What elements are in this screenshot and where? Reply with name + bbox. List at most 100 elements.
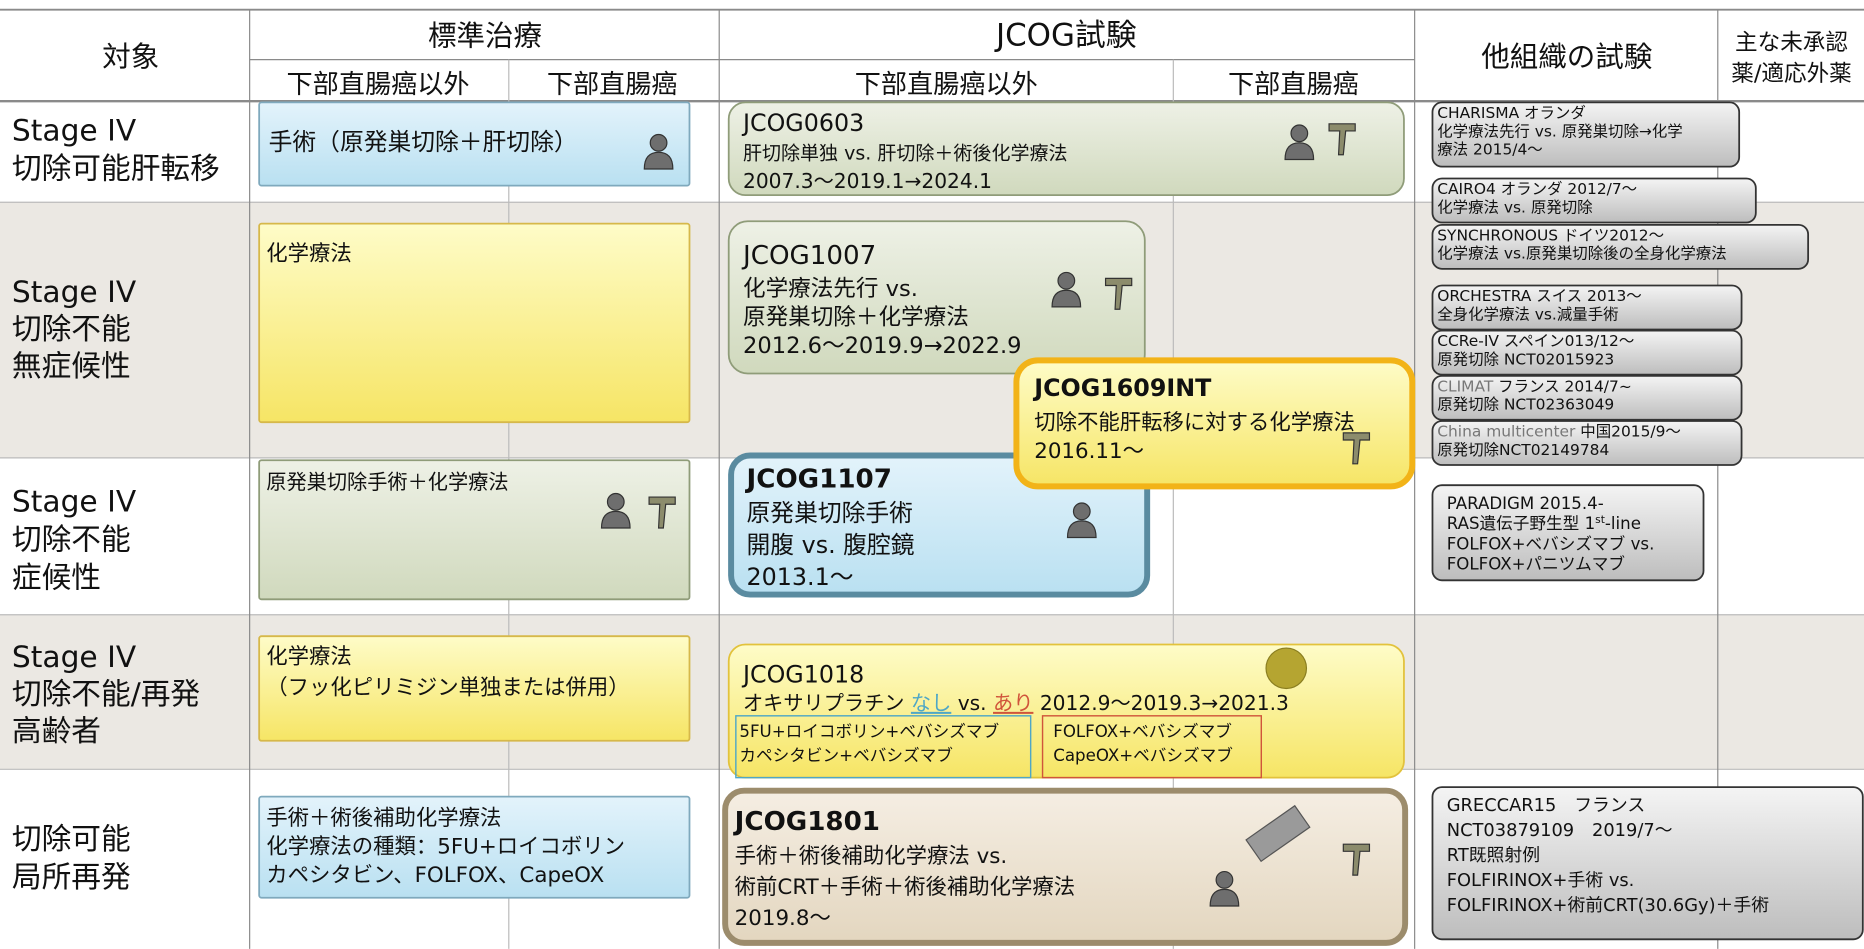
label: 療法 2015/4〜 bbox=[1437, 141, 1543, 159]
label: 原発巣切除手術＋化学療法 bbox=[266, 470, 508, 494]
icon-part bbox=[1209, 888, 1240, 907]
label: 手術＋術後補助化学療法 bbox=[266, 806, 501, 831]
standard-box bbox=[258, 459, 691, 601]
label: Stage IV bbox=[12, 113, 137, 148]
label: CAIRO4 オランダ 2012/7〜 bbox=[1437, 180, 1637, 198]
label: FOLFIRINOX+術前CRT(30.6Gy)＋手術 bbox=[1447, 895, 1769, 916]
other-trial-box bbox=[1431, 329, 1743, 376]
label: 切除可能肝転移 bbox=[12, 151, 220, 186]
label: 化学療法先行 vs. bbox=[743, 276, 918, 302]
label: （フッ化ピリミジン単独または併用） bbox=[266, 675, 629, 700]
label: 原発巣切除＋化学療法 bbox=[743, 305, 969, 331]
label: 5FU+ロイコボリン+ベバシズマブ bbox=[739, 721, 999, 741]
icon bbox=[1209, 870, 1240, 907]
icon bbox=[648, 496, 676, 529]
label: 手術＋術後補助化学療法 vs. bbox=[735, 844, 1008, 869]
label-part: RAS遺伝子野生型 1 bbox=[1447, 514, 1595, 533]
label: 原発切除 NCT02015923 bbox=[1437, 351, 1614, 369]
trial-box bbox=[1013, 357, 1416, 490]
trial-box bbox=[728, 452, 1151, 598]
icon bbox=[1284, 124, 1315, 161]
label: JCOG1107 bbox=[745, 465, 892, 495]
label: 化学療法先行 vs. 原発巣切除→化学 bbox=[1437, 122, 1683, 140]
label: 全身化学療法 vs.減量手術 bbox=[1437, 305, 1618, 323]
label: JCOG1018 bbox=[741, 661, 864, 689]
label: FOLFOX+ベバシズマブ vs. bbox=[1447, 533, 1655, 553]
label: JCOG試験 bbox=[994, 17, 1137, 53]
label: 局所再発 bbox=[12, 860, 131, 895]
label: FOLFOX+パニツムマブ bbox=[1447, 554, 1626, 574]
label: オキサリプラチン なし vs. あり 2012.9〜2019.3→2021.3 bbox=[743, 691, 1289, 715]
label: CHARISMA オランダ bbox=[1437, 104, 1586, 122]
label-part: あり bbox=[993, 691, 1033, 715]
icon-part bbox=[1104, 277, 1133, 310]
label: 2019.8〜 bbox=[735, 906, 831, 931]
other-trial-box bbox=[1431, 786, 1864, 941]
label: 化学療法 vs. 原発切除 bbox=[1437, 198, 1593, 216]
label: JCOG1007 bbox=[741, 241, 876, 271]
icon-part bbox=[606, 492, 625, 511]
icon-part bbox=[1072, 502, 1091, 521]
icon-part bbox=[648, 496, 676, 529]
other-trial-box bbox=[1431, 101, 1741, 168]
label: カペシタビン、FOLFOX、CapeOX bbox=[266, 863, 604, 888]
other-trial-box bbox=[1431, 223, 1810, 270]
label: JCOG0603 bbox=[741, 109, 864, 137]
label-part: オキサリプラチン bbox=[743, 691, 911, 715]
label: CLIMAT フランス 2014/7~ bbox=[1437, 377, 1632, 395]
label: 原発巣切除手術 bbox=[747, 499, 913, 527]
icon-part bbox=[649, 133, 668, 152]
icon bbox=[1066, 502, 1097, 539]
label-part: China multicenter bbox=[1437, 422, 1576, 440]
icon-part bbox=[1290, 124, 1309, 143]
trial-box bbox=[727, 101, 1405, 197]
label-part: CLIMAT bbox=[1437, 377, 1494, 395]
icon-part bbox=[1284, 142, 1315, 161]
label: 切除不能/再発 bbox=[12, 677, 200, 712]
label: 原発切除 NCT02363049 bbox=[1437, 396, 1614, 414]
other-trial-box bbox=[1431, 177, 1757, 224]
icon bbox=[1051, 271, 1082, 308]
icon bbox=[1342, 432, 1371, 465]
other-trial-box bbox=[1431, 420, 1743, 466]
label: カペシタビン+ベバシズマブ bbox=[739, 745, 953, 765]
label: 高齢者 bbox=[12, 714, 101, 749]
other-trial-box bbox=[1431, 374, 1743, 421]
icon bbox=[1245, 804, 1311, 863]
label-part: 中国2015/9〜 bbox=[1575, 422, 1681, 440]
standard-box bbox=[258, 222, 691, 424]
label: 化学療法 bbox=[266, 645, 352, 670]
label: 他組織の試験 bbox=[1481, 41, 1652, 74]
label: 手術（原発巣切除＋肝切除） bbox=[269, 128, 578, 156]
label: 開腹 vs. 腹腔鏡 bbox=[747, 531, 915, 559]
icon bbox=[1104, 277, 1133, 310]
icon-part bbox=[1066, 520, 1097, 539]
label: 切除不能 bbox=[12, 522, 131, 557]
icon-part bbox=[1051, 289, 1082, 308]
label: 切除不能 bbox=[12, 312, 131, 347]
label-part: フランス 2014/7~ bbox=[1493, 377, 1632, 395]
label: 主な未承認 bbox=[1735, 30, 1848, 56]
label: 原発切除NCT02149784 bbox=[1437, 441, 1609, 459]
icon bbox=[600, 492, 631, 529]
label-part: なし bbox=[911, 691, 951, 715]
label: RT既照射例 bbox=[1447, 845, 1540, 866]
label: SYNCHRONOUS ドイツ2012〜 bbox=[1437, 226, 1664, 244]
arm-box bbox=[735, 715, 1032, 779]
label: 化学療法の種類：5FU+ロイコボリン bbox=[266, 835, 625, 860]
label: NCT03879109 2019/7〜 bbox=[1447, 820, 1673, 841]
standard-box bbox=[258, 635, 691, 742]
label: 術前CRT＋手術＋術後補助化学療法 bbox=[735, 875, 1076, 900]
other-trial-box bbox=[1431, 484, 1705, 582]
label: 下部直腸癌以外 bbox=[287, 70, 470, 100]
label: 2016.11〜 bbox=[1034, 439, 1144, 464]
label: Stage IV bbox=[12, 640, 137, 675]
label: JCOG1609INT bbox=[1032, 374, 1212, 402]
label: 2007.3〜2019.1→2024.1 bbox=[743, 169, 992, 193]
icon bbox=[643, 133, 674, 170]
label: CapeOX+ベバシズマブ bbox=[1053, 745, 1233, 765]
label: PARADIGM 2015.4- bbox=[1447, 494, 1604, 513]
other-trial-box bbox=[1431, 284, 1743, 331]
